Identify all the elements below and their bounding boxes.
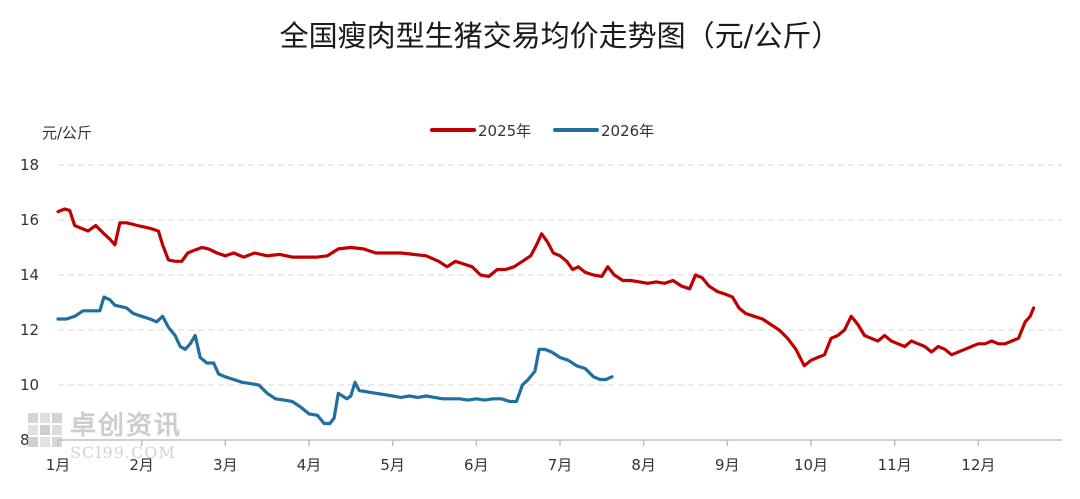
watermark-logo: 卓创资讯 SCI99.COM bbox=[28, 411, 182, 462]
x-tick-label: 2月 bbox=[129, 456, 154, 474]
x-tick-label: 5月 bbox=[380, 456, 405, 474]
watermark-mosaic-icon bbox=[28, 413, 62, 447]
y-tick-label: 10 bbox=[20, 376, 39, 394]
x-tick-label: 4月 bbox=[297, 456, 322, 474]
y-tick-label: 14 bbox=[20, 266, 39, 284]
x-tick-label: 3月 bbox=[213, 456, 238, 474]
watermark-text: 卓创资讯 bbox=[70, 411, 182, 441]
legend-label: 2026年 bbox=[601, 122, 654, 140]
grid-lines bbox=[58, 164, 1062, 386]
y-tick-label: 16 bbox=[20, 211, 39, 229]
watermark-subtext: SCI99.COM bbox=[70, 443, 176, 462]
y-tick-label: 18 bbox=[20, 156, 39, 174]
x-tick-label: 1月 bbox=[46, 456, 71, 474]
x-tick-label: 7月 bbox=[548, 456, 573, 474]
chart-title: 全国瘦肉型生猪交易均价走势图（元/公斤） bbox=[280, 19, 841, 53]
series-line-1 bbox=[56, 207, 1036, 368]
y-tick-label: 8 bbox=[20, 431, 30, 449]
x-axis-ticks: 1月 2月 3月 4月 5月 6月 7月 8月 9月 10月 11月 12月 bbox=[46, 440, 995, 474]
y-tick-label: 12 bbox=[20, 321, 39, 339]
x-tick-label: 11月 bbox=[878, 456, 912, 474]
series-line-2 bbox=[56, 295, 614, 426]
x-tick-label: 12月 bbox=[961, 456, 995, 474]
x-tick-label: 6月 bbox=[464, 456, 489, 474]
y-axis-ticks: 18 16 14 12 10 8 bbox=[20, 156, 39, 449]
y-axis-unit-label: 元/公斤 bbox=[42, 124, 92, 142]
legend: 2025年 2026年 bbox=[430, 122, 654, 140]
series-lines bbox=[56, 207, 1036, 426]
x-tick-label: 10月 bbox=[794, 456, 828, 474]
x-tick-label: 8月 bbox=[631, 456, 656, 474]
legend-label: 2025年 bbox=[478, 122, 531, 140]
x-tick-label: 9月 bbox=[715, 456, 740, 474]
